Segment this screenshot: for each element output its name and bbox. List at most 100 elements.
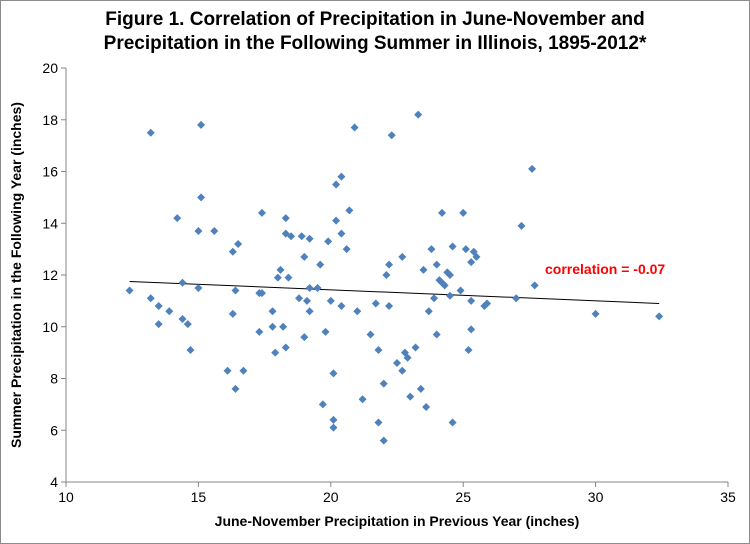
data-point — [324, 237, 333, 246]
data-point — [223, 366, 232, 375]
y-tick-label: 20 — [42, 60, 58, 76]
data-point — [332, 180, 341, 189]
data-point — [337, 172, 346, 181]
chart-title: Figure 1. Correlation of Precipitation i… — [0, 8, 750, 56]
data-point — [257, 289, 266, 298]
data-point — [411, 343, 420, 352]
data-point — [374, 418, 383, 427]
data-point — [321, 327, 330, 336]
data-point — [403, 353, 412, 362]
data-point — [165, 307, 174, 316]
data-point — [154, 320, 163, 329]
chart-title-line-1: Figure 1. Correlation of Precipitation i… — [105, 9, 645, 30]
data-point — [178, 314, 187, 323]
data-point — [464, 346, 473, 355]
data-point — [281, 343, 290, 352]
data-point — [178, 278, 187, 287]
data-point — [483, 299, 492, 308]
data-point — [313, 283, 322, 292]
data-point — [432, 330, 441, 339]
y-axis-label: Summer Precipitation in the Following Ye… — [8, 102, 24, 448]
data-point — [448, 242, 457, 251]
data-point — [440, 281, 449, 290]
data-point — [337, 229, 346, 238]
data-point — [194, 283, 203, 292]
y-tick-label: 10 — [42, 319, 58, 335]
data-point — [655, 312, 664, 321]
y-tick-label: 12 — [42, 267, 58, 283]
x-tick-label: 20 — [323, 489, 339, 505]
trendline — [129, 280, 660, 304]
x-tick-label: 25 — [455, 489, 471, 505]
data-point — [374, 346, 383, 355]
data-point — [414, 110, 423, 119]
data-point — [305, 234, 314, 243]
x-tick-label: 10 — [58, 489, 74, 505]
data-point — [228, 247, 237, 256]
data-point — [255, 327, 264, 336]
data-point — [186, 346, 195, 355]
x-axis-label: June-November Precipitation in Previous … — [215, 513, 580, 529]
x-tick-label: 30 — [588, 489, 604, 505]
data-point — [456, 286, 465, 295]
data-point — [197, 120, 206, 129]
correlation-annotation: correlation = -0.07 — [545, 261, 665, 277]
data-point — [467, 325, 476, 334]
y-tick-label: 14 — [42, 215, 58, 231]
data-point — [342, 245, 351, 254]
data-point — [461, 245, 470, 254]
data-point — [173, 214, 182, 223]
data-point — [445, 271, 454, 279]
data-point — [257, 208, 266, 217]
data-point — [379, 379, 388, 388]
data-point — [228, 309, 237, 318]
data-point — [271, 348, 280, 357]
data-point — [366, 330, 375, 339]
y-tick-label: 4 — [50, 474, 58, 490]
data-point — [326, 296, 335, 305]
data-point — [297, 232, 306, 241]
data-point — [146, 294, 155, 303]
data-point — [318, 400, 327, 409]
data-point — [125, 286, 134, 295]
data-point — [427, 245, 436, 254]
data-point — [353, 307, 362, 316]
data-point — [398, 252, 407, 261]
x-tick-label: 35 — [720, 489, 736, 505]
data-point — [591, 309, 600, 318]
data-point — [329, 369, 338, 378]
y-tick-label: 16 — [42, 164, 58, 180]
data-point — [379, 436, 388, 445]
data-point — [281, 214, 290, 223]
data-point — [279, 322, 288, 331]
chart-title-line-2: Precipitation in the Following Summer in… — [103, 33, 647, 54]
data-point — [371, 299, 380, 308]
data-point — [284, 273, 293, 282]
data-point — [393, 358, 401, 367]
y-tick-label: 18 — [42, 112, 58, 128]
data-point — [231, 286, 240, 295]
data-point — [146, 128, 155, 137]
data-points — [125, 110, 664, 445]
data-point — [387, 131, 396, 140]
data-point — [432, 260, 441, 269]
data-point — [197, 193, 206, 202]
data-point — [337, 302, 346, 311]
data-point — [422, 402, 431, 411]
data-point — [302, 296, 311, 305]
data-point — [300, 252, 309, 261]
data-point — [329, 415, 338, 424]
data-point — [210, 227, 219, 236]
data-point — [231, 384, 240, 393]
data-point — [382, 271, 391, 279]
data-point — [276, 265, 285, 274]
trendline-layer — [129, 280, 660, 304]
data-point — [154, 302, 163, 311]
axes: 4 6 8 10 12 14 16 18 20 10 15 20 25 30 35 — [42, 60, 736, 505]
data-point — [287, 232, 296, 241]
data-point — [406, 392, 415, 401]
data-point — [416, 384, 425, 393]
data-point — [472, 252, 481, 261]
data-point — [268, 322, 277, 331]
